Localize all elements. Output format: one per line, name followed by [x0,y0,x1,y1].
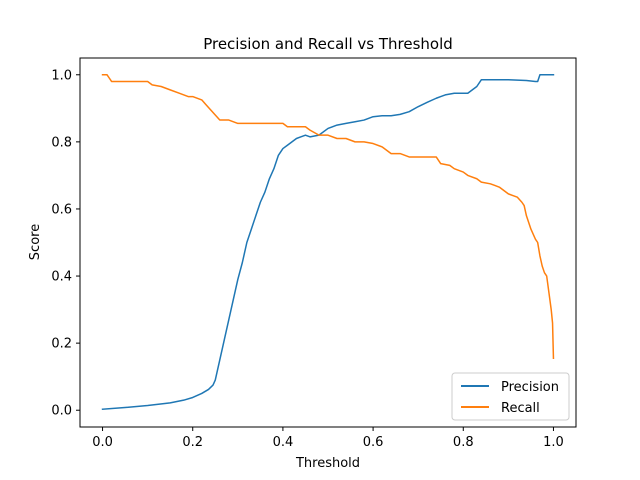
y-tick-label: 0.2 [51,337,72,352]
legend-box [451,372,570,421]
y-tick-label: 0.4 [51,270,72,285]
legend: Precision Recall [451,372,570,421]
y-tick-label: 0.8 [51,135,72,150]
x-tick-label: 0.8 [453,435,474,450]
plot-area [101,74,555,411]
chart-title: Precision and Recall vs Threshold [203,35,453,53]
x-tick-label: 0.4 [273,435,294,450]
y-axis-ticks: 0.0 0.2 0.4 0.6 0.8 1.0 [51,68,80,419]
y-tick-label: 0.0 [51,404,72,419]
x-tick-label: 0.0 [92,435,113,450]
x-axis-ticks: 0.0 0.2 0.4 0.6 0.8 1.0 [92,427,564,450]
axes-frame [79,57,577,428]
y-axis-label: Score [28,224,43,260]
y-tick-label: 1.0 [51,68,72,83]
x-tick-label: 0.2 [182,435,203,450]
x-tick-label: 0.6 [363,435,384,450]
legend-label-precision: Precision [501,380,559,395]
x-tick-label: 1.0 [543,435,564,450]
legend-label-recall: Recall [501,401,540,416]
x-axis-label: Threshold [295,456,360,471]
y-tick-label: 0.6 [51,202,72,217]
series-line-precision [101,74,555,411]
series-line-recall [101,74,555,359]
